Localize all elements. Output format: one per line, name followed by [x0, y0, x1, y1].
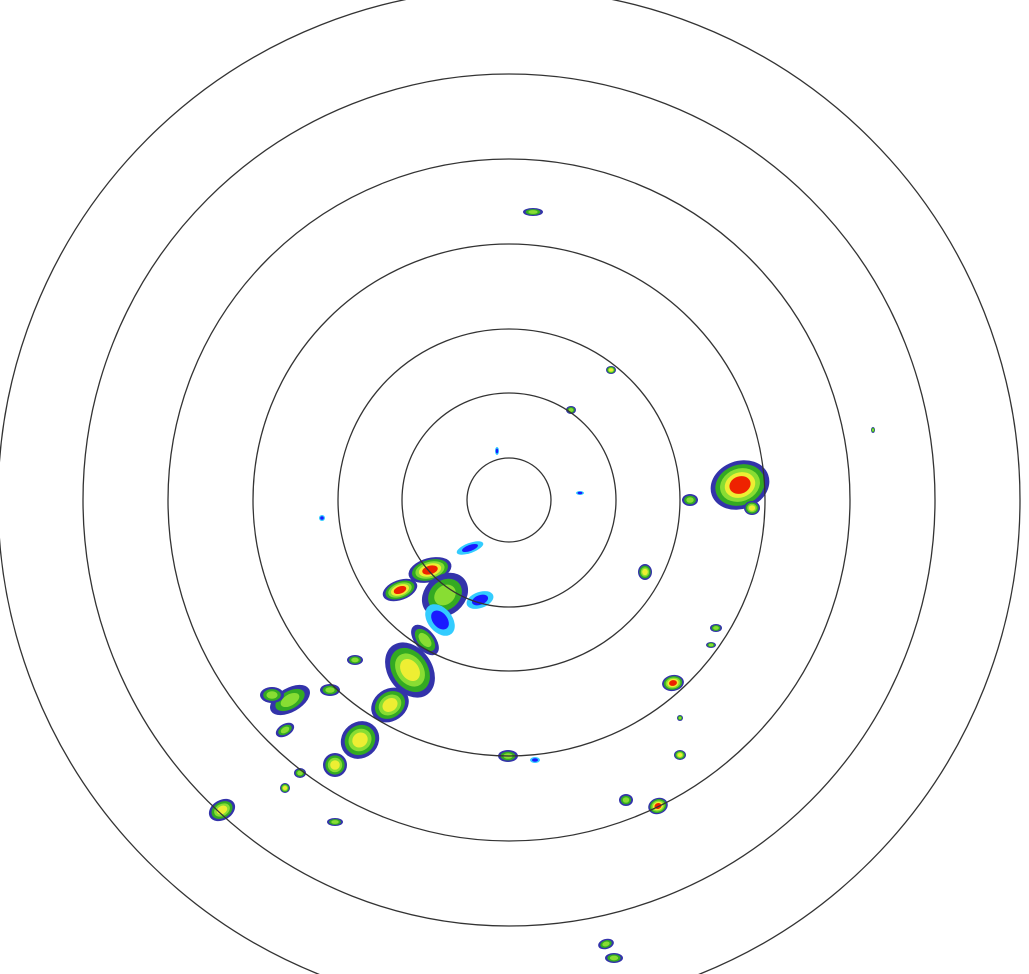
precipitation-echoes [208, 208, 875, 963]
echo-cell-core [713, 626, 719, 630]
echo-cell-core [280, 692, 300, 708]
echo-cell-core [528, 210, 538, 214]
echo-cell-core [418, 632, 432, 648]
range-ring-2 [401, 392, 617, 608]
echo-cell-core [400, 658, 420, 682]
echo-cell-core [393, 585, 407, 595]
echo-cell-core [283, 786, 287, 790]
range-ring-5 [167, 158, 851, 842]
echo-cell-core [677, 753, 683, 757]
echo-cell-core [382, 698, 398, 712]
echo-cell-core [495, 448, 499, 454]
range-ring-4 [252, 243, 766, 757]
echo-cell-core [320, 516, 324, 520]
echo-cell-core [431, 610, 449, 630]
range-ring-3 [337, 328, 681, 672]
echo-cell-core [577, 491, 583, 495]
echo-cell-core [331, 820, 339, 824]
echo-cell-core [266, 691, 278, 699]
range-ring-6 [82, 73, 936, 927]
echo-cell-core [708, 643, 714, 647]
echo-cell-core [351, 657, 359, 663]
range-ring-1 [466, 457, 552, 543]
echo-cell-core [280, 726, 290, 734]
echo-cell-core [325, 687, 335, 693]
echo-cell-core [602, 941, 610, 947]
echo-cell-core [686, 497, 694, 503]
echo-cell-core [729, 476, 751, 494]
echo-cell-core [462, 543, 478, 553]
echo-cell-core [352, 732, 368, 748]
echo-cell-core [622, 797, 630, 803]
echo-cell-core [748, 505, 756, 511]
echo-cell-core [872, 428, 874, 432]
echo-cell-core [297, 770, 303, 776]
echo-cell-core [471, 594, 489, 606]
echo-cell-core [568, 408, 574, 412]
echo-cell-core [609, 368, 613, 372]
echo-cell-core [678, 716, 682, 720]
echo-cell-core [330, 760, 340, 770]
echo-cell-core [532, 758, 538, 762]
echo-cell-core [642, 568, 648, 576]
echo-cell-core [669, 680, 677, 686]
echo-cell-core [609, 955, 619, 961]
